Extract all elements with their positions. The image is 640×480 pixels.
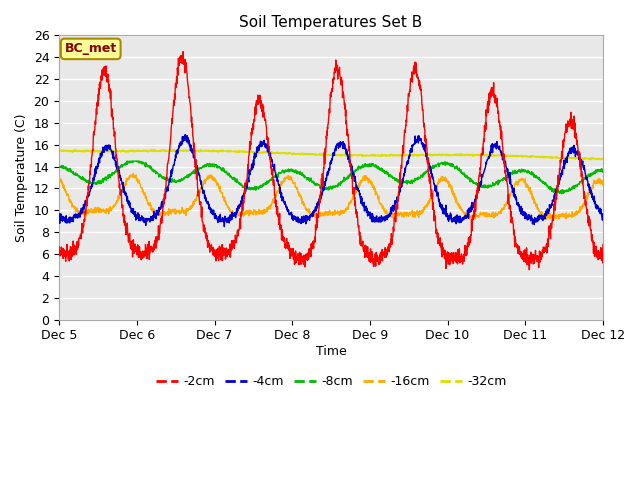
Y-axis label: Soil Temperature (C): Soil Temperature (C)	[15, 113, 28, 242]
Legend: -2cm, -4cm, -8cm, -16cm, -32cm: -2cm, -4cm, -8cm, -16cm, -32cm	[150, 370, 511, 393]
X-axis label: Time: Time	[316, 345, 346, 358]
Title: Soil Temperatures Set B: Soil Temperatures Set B	[239, 15, 422, 30]
Text: BC_met: BC_met	[65, 42, 117, 55]
